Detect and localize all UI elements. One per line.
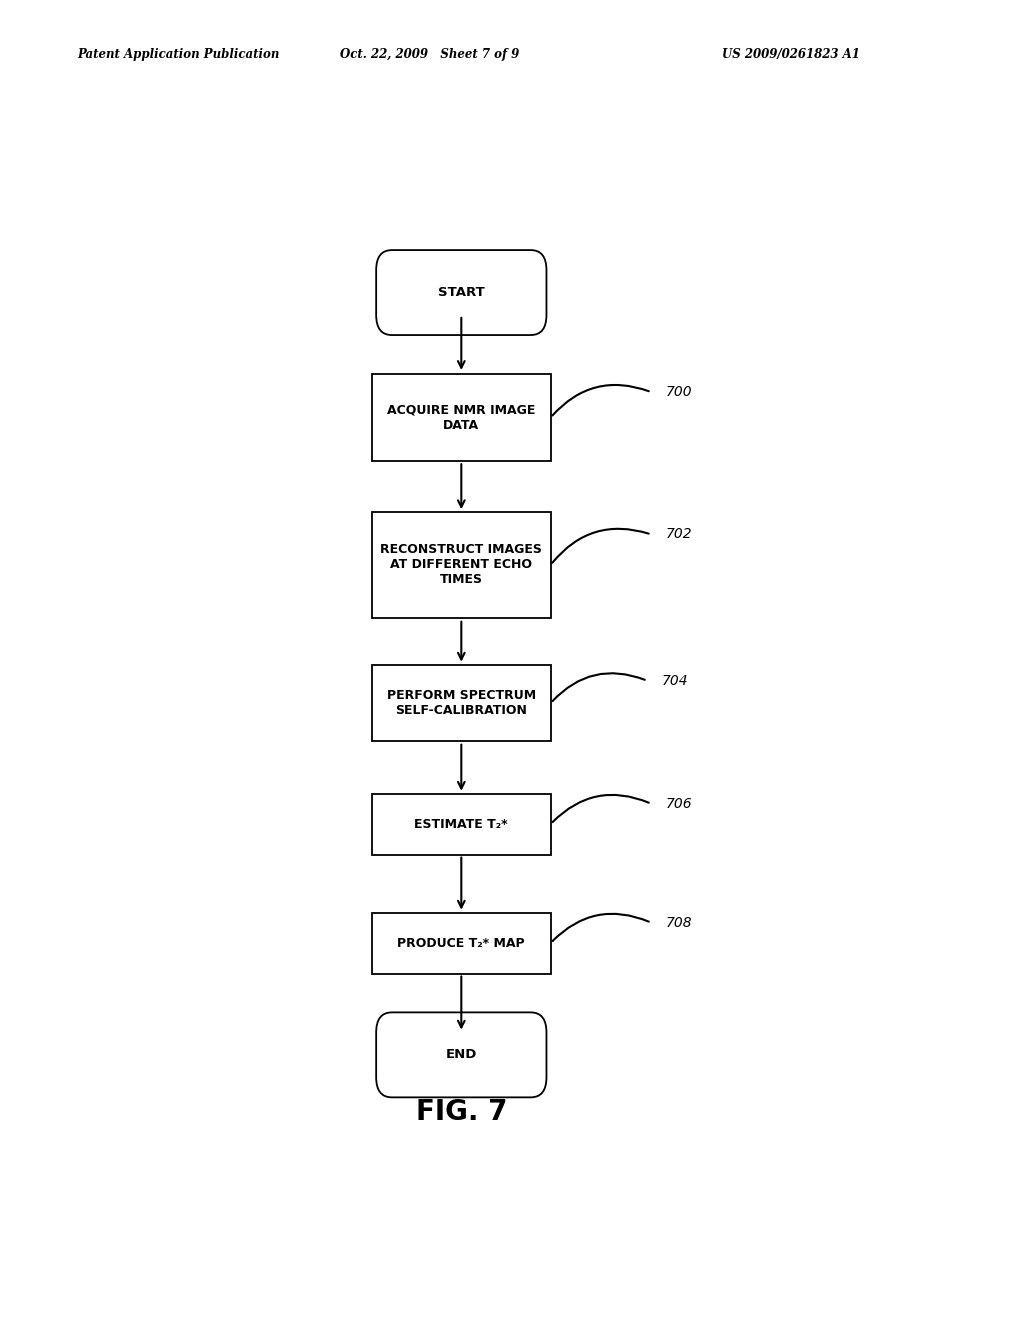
Text: START: START — [438, 286, 484, 300]
FancyBboxPatch shape — [372, 665, 551, 742]
Text: ACQUIRE NMR IMAGE
DATA: ACQUIRE NMR IMAGE DATA — [387, 404, 536, 432]
Text: PRODUCE T₂* MAP: PRODUCE T₂* MAP — [397, 937, 525, 949]
FancyArrowPatch shape — [553, 795, 649, 822]
Text: 708: 708 — [666, 916, 692, 929]
FancyBboxPatch shape — [372, 912, 551, 974]
Text: 700: 700 — [666, 385, 692, 399]
Text: 702: 702 — [666, 528, 692, 541]
FancyBboxPatch shape — [376, 249, 547, 335]
Text: RECONSTRUCT IMAGES
AT DIFFERENT ECHO
TIMES: RECONSTRUCT IMAGES AT DIFFERENT ECHO TIM… — [380, 544, 543, 586]
FancyBboxPatch shape — [372, 793, 551, 854]
Text: 704: 704 — [662, 673, 688, 688]
Text: END: END — [445, 1048, 477, 1061]
FancyArrowPatch shape — [552, 385, 649, 416]
FancyArrowPatch shape — [553, 913, 649, 941]
FancyBboxPatch shape — [372, 512, 551, 618]
FancyArrowPatch shape — [552, 529, 649, 562]
Text: Patent Application Publication: Patent Application Publication — [77, 48, 280, 61]
Text: 706: 706 — [666, 797, 692, 810]
Text: US 2009/0261823 A1: US 2009/0261823 A1 — [722, 48, 860, 61]
Text: Oct. 22, 2009   Sheet 7 of 9: Oct. 22, 2009 Sheet 7 of 9 — [340, 48, 520, 61]
FancyBboxPatch shape — [376, 1012, 547, 1097]
Text: PERFORM SPECTRUM
SELF-CALIBRATION: PERFORM SPECTRUM SELF-CALIBRATION — [387, 689, 536, 717]
Text: FIG. 7: FIG. 7 — [416, 1098, 507, 1126]
Text: ESTIMATE T₂*: ESTIMATE T₂* — [415, 817, 508, 830]
FancyArrowPatch shape — [553, 673, 645, 701]
FancyBboxPatch shape — [372, 375, 551, 461]
